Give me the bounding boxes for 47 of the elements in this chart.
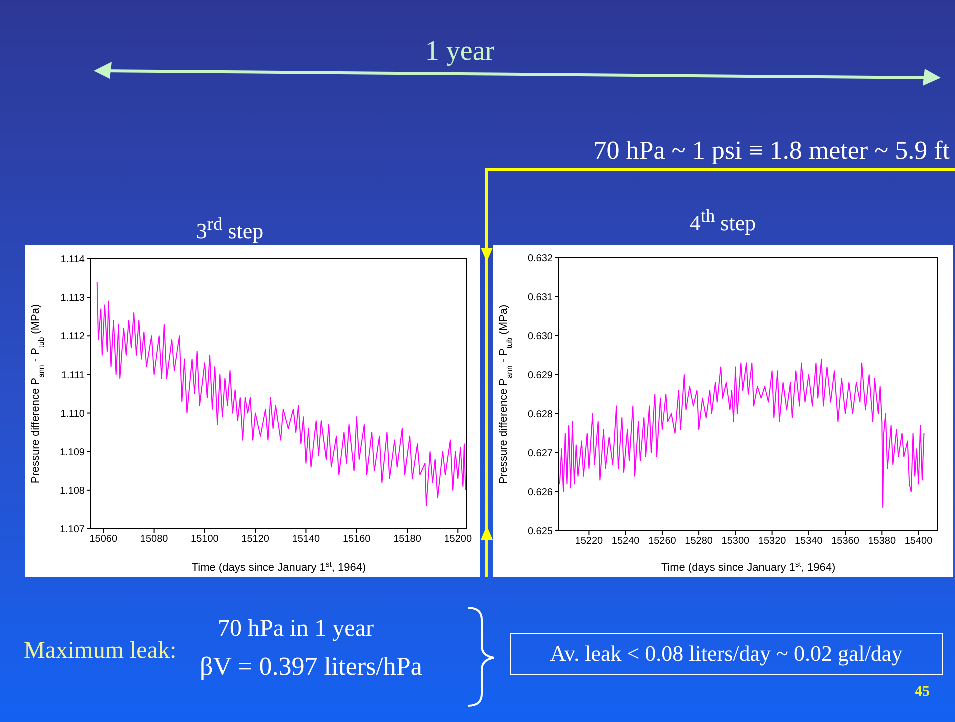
x-axis-title: Time (days since January 1$^{st}$, 1964): [661, 560, 836, 574]
text: Maximum leak:: [24, 638, 177, 665]
y-tick-label: 1.114: [60, 254, 86, 266]
y-tick-label: 1.110: [60, 408, 86, 420]
y-tick-label: 1.111: [61, 370, 86, 382]
y-tick-label: 1.108: [60, 486, 86, 497]
x-tick-label: 15080: [140, 534, 169, 546]
x-tick-label: 15300: [722, 536, 750, 548]
text: 70 hPa in 1 year: [218, 616, 374, 643]
x-tick-label: 15340: [795, 536, 824, 548]
x-tick-label: 15280: [685, 536, 714, 548]
x-tick-label: 15200: [444, 534, 472, 546]
x-tick-label: 15400: [904, 536, 934, 548]
text: 70 hPa ~ 1 psi ≡ 1.8 meter ~ 5.9 ft: [592, 136, 950, 166]
line-series: [559, 358, 925, 508]
x-tick-label: 15160: [342, 534, 372, 546]
x-tick-label: 15380: [868, 536, 896, 548]
y-tick-label: 0.628: [528, 410, 554, 421]
line-series: [96, 282, 466, 506]
text: 45: [915, 684, 930, 701]
text: 1 year: [424, 36, 496, 68]
y-tick-label: 1.107: [60, 524, 86, 536]
x-tick-label: 15180: [394, 534, 422, 546]
chart-title: 3$^{rd}$ step: [195, 214, 265, 244]
x-tick-label: 15220: [575, 536, 604, 548]
x-tick-label: 15360: [832, 536, 860, 548]
y-tick-label: 0.626: [528, 488, 554, 499]
y-tick-label: 0.631: [528, 292, 554, 304]
y-tick-label: 1.109: [60, 447, 86, 458]
chart-title: 4$^{th}$ step: [688, 206, 758, 236]
text: βV = 0.397 liters/hPa: [200, 652, 422, 682]
y-tick-label: 1.113: [60, 293, 86, 304]
text: Av. leak < 0.08 liters/day ~ 0.02 gal/day: [510, 633, 943, 675]
y-tick-label: 1.112: [60, 332, 86, 343]
x-tick-label: 15140: [292, 534, 321, 546]
y-tick-label: 0.625: [528, 526, 554, 538]
x-tick-label: 15060: [90, 534, 118, 546]
x-tick-label: 15260: [648, 536, 677, 548]
x-tick-label: 15240: [612, 536, 640, 548]
y-tick-label: 0.629: [528, 370, 554, 382]
x-axis-title: Time (days since January 1$^{st}$, 1964): [192, 560, 366, 574]
x-tick-label: 15320: [758, 536, 787, 548]
y-tick-label: 0.627: [528, 448, 554, 460]
x-tick-label: 15100: [191, 534, 220, 546]
y-tick-label: 0.632: [528, 254, 554, 265]
y-tick-label: 0.630: [528, 332, 554, 343]
x-tick-label: 15120: [242, 534, 270, 546]
